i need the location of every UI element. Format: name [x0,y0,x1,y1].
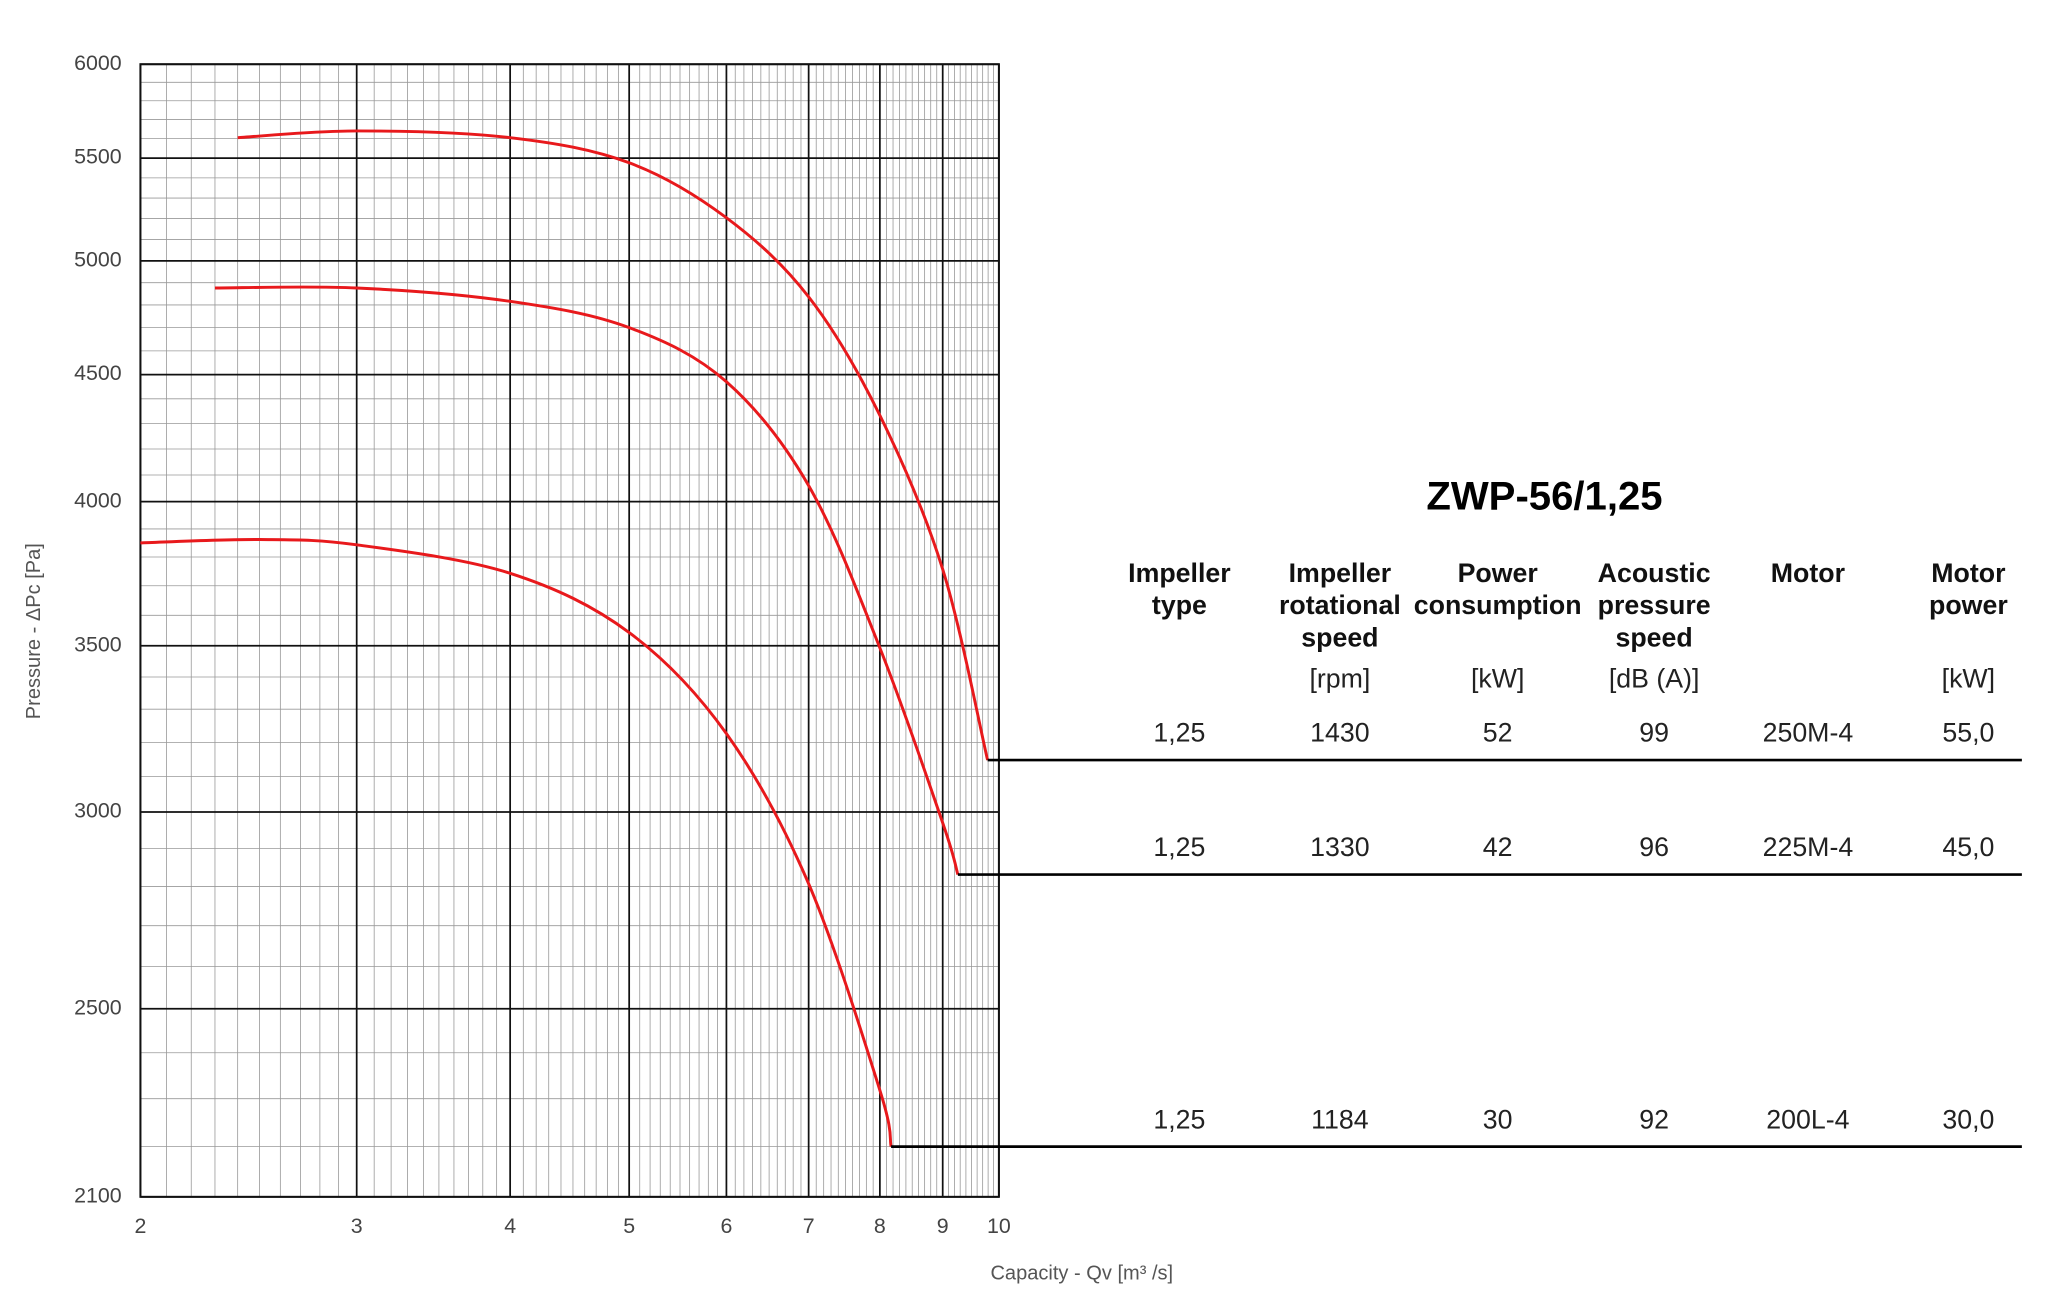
x-tick-label: 10 [987,1214,1011,1238]
y-tick-label: 2500 [74,995,122,1019]
table-cell: 1,25 [1153,832,1205,862]
x-tick-label: 3 [351,1214,363,1238]
table-cell: 225M-4 [1763,832,1854,862]
table-cell: 1184 [1311,1104,1369,1134]
table-cell: 96 [1639,832,1669,862]
x-tick-label: 9 [937,1214,949,1238]
y-tick-label: 3000 [74,799,122,823]
table-cell: 30,0 [1942,1104,1994,1134]
table-cell: 42 [1483,832,1513,862]
table-cell: 99 [1639,718,1669,748]
table-cell: 1330 [1310,832,1369,862]
column-unit: [kW] [1471,664,1524,694]
column-unit: [rpm] [1309,664,1370,694]
table-cell: 30 [1483,1104,1513,1134]
x-tick-label: 4 [504,1214,516,1238]
table-cell: 250M-4 [1763,718,1854,748]
column-header: power [1929,590,2008,620]
column-header: speed [1615,622,1692,652]
column-header: rotational [1279,590,1401,620]
column-unit: [dB (A)] [1609,664,1700,694]
y-tick-label: 3500 [74,632,122,656]
column-header: pressure [1598,590,1711,620]
column-header: consumption [1414,590,1582,620]
y-axis-label: Pressure - ΔPc [Pa] [23,543,45,719]
column-header: speed [1301,622,1378,652]
table-cell: 52 [1483,718,1513,748]
column-header: Motor [1771,558,1845,588]
x-tick-label: 2 [134,1214,146,1238]
table-cell: 92 [1639,1104,1669,1134]
x-tick-label: 5 [623,1214,635,1238]
x-tick-label: 7 [803,1214,815,1238]
y-tick-label: 2100 [74,1183,122,1207]
x-tick-label: 6 [720,1214,732,1238]
column-header: Acoustic [1598,558,1711,588]
curve [214,285,960,875]
column-header: Power [1458,558,1538,588]
table-cell: 200L-4 [1766,1104,1849,1134]
column-header: Impeller [1289,558,1392,588]
column-unit: [kW] [1942,664,1995,694]
y-tick-label: 6000 [74,51,122,75]
y-tick-label: 4000 [74,488,122,512]
curve [237,129,990,761]
table-cell: 55,0 [1942,718,1994,748]
x-axis-label: Capacity - Qv [m³ /s] [990,1263,1173,1285]
table-title: ZWP-56/1,25 [1426,474,1662,518]
y-tick-label: 5000 [74,248,122,272]
table-cell: 1,25 [1153,1104,1205,1134]
column-header: type [1152,590,1207,620]
column-header: Motor [1931,558,2005,588]
table-cell: 45,0 [1942,832,1994,862]
table-cell: 1430 [1310,718,1369,748]
curve [140,538,893,1147]
y-tick-label: 5500 [74,145,122,169]
table-cell: 1,25 [1153,718,1205,748]
plot-frame [139,63,1000,1198]
column-header: Impeller [1128,558,1231,588]
x-tick-label: 8 [874,1214,886,1238]
y-tick-label: 4500 [74,361,122,385]
